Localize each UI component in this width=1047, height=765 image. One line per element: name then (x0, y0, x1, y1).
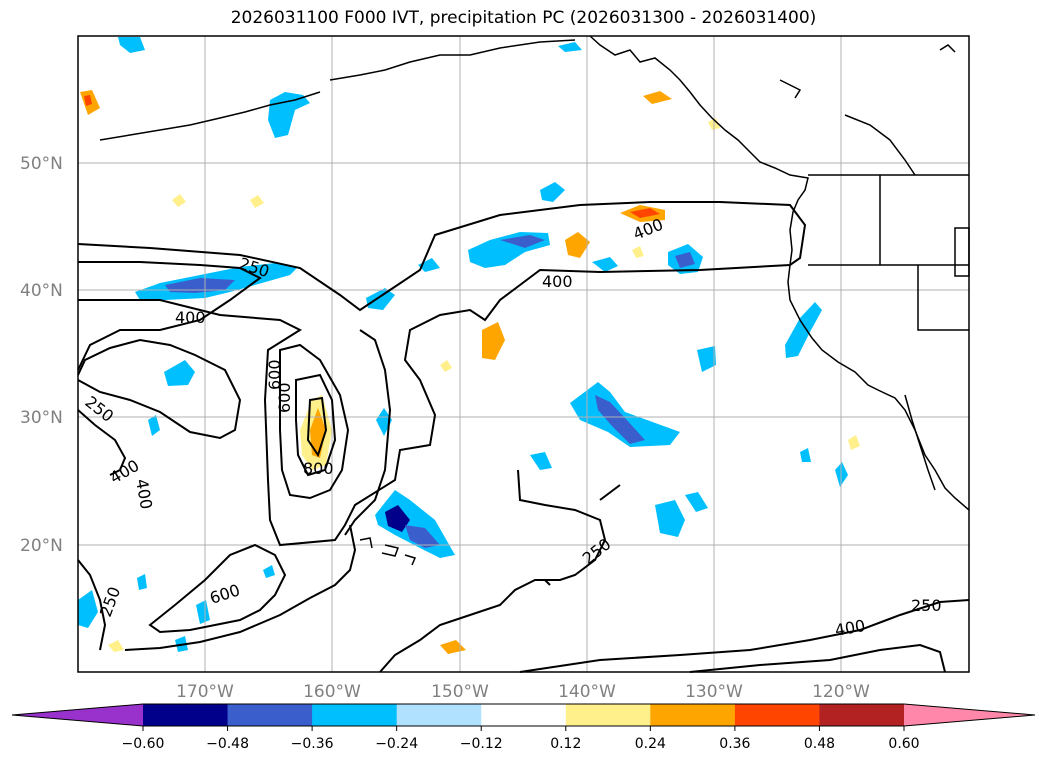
colorbar-segment (819, 704, 905, 726)
precip-blob (630, 208, 660, 218)
lon-label: 120°W (812, 682, 870, 702)
lat-label: 30°N (20, 408, 63, 428)
precip-blob (800, 448, 811, 462)
colorbar-segment (481, 704, 567, 726)
contour-label: 250 (82, 392, 118, 426)
precip-blob (500, 235, 545, 248)
precip-blob (468, 232, 550, 268)
colorbar: −0.60 −0.48 −0.36 −0.24 −0.12 0.12 0.24 0.36 0.4… (11, 703, 1036, 752)
precip-blob (375, 490, 455, 558)
colorbar-segment (143, 704, 229, 726)
colorbar-segment (650, 704, 736, 726)
colorbar-tick-label: −0.60 (122, 736, 165, 752)
colorbar-tick-label: −0.24 (375, 736, 418, 752)
lon-label: 160°W (303, 682, 361, 702)
lat-label: 20°N (20, 536, 63, 556)
precip-blob (78, 590, 98, 628)
contour-label: 800 (303, 459, 334, 478)
lat-label: 50°N (20, 154, 63, 174)
precip-blob (376, 408, 392, 436)
precip-blob (137, 574, 147, 590)
gridlines (78, 36, 969, 672)
contour-label: 250 (911, 596, 942, 615)
precip-blob (164, 360, 195, 386)
precip-blob (268, 92, 310, 138)
precip-blob (643, 91, 672, 104)
colorbar-tick-label: 0.36 (719, 736, 750, 752)
lon-label: 150°W (431, 682, 489, 702)
precip-blob (418, 258, 440, 272)
precip-blob (440, 640, 466, 654)
precip-blob (685, 492, 708, 512)
contour-label: 600 (275, 382, 294, 413)
precip-blob (165, 278, 235, 293)
precip-blob (595, 395, 645, 444)
precip-blob (697, 346, 716, 372)
chart-title: 2026031100 F000 IVT, precipitation PC (2… (230, 8, 817, 28)
lat-label: 40°N (20, 281, 63, 301)
precip-shading (78, 37, 860, 654)
precip-blob (482, 322, 505, 360)
precip-blob (366, 288, 395, 310)
colorbar-extend-high (904, 704, 1035, 726)
ivt-contours (77, 201, 970, 673)
colorbar-segment (734, 704, 820, 726)
contour-label: 400 (542, 272, 573, 291)
colorbar-segment (227, 704, 313, 726)
map-frame (77, 35, 970, 673)
contour-label: 400 (175, 308, 206, 327)
precip-blob (655, 500, 685, 537)
lon-label: 170°W (176, 682, 234, 702)
colorbar-tick-label: −0.48 (206, 736, 249, 752)
contour-label: 250 (579, 534, 615, 568)
contour-label: 400 (132, 477, 156, 510)
precip-blob (196, 600, 210, 624)
lat-labels: 50°N 40°N 30°N 20°N (20, 154, 63, 556)
contour-label: 600 (265, 359, 284, 390)
coastlines (99, 35, 970, 566)
colorbar-extend-low (12, 704, 143, 726)
colorbar-segment (312, 704, 398, 726)
precip-blob (592, 257, 618, 272)
precip-blob (530, 452, 552, 470)
lon-labels: 170°W 160°W 150°W 140°W 130°W 120°W (176, 682, 870, 702)
precip-blob (540, 182, 565, 202)
colorbar-tick-label: 0.60 (888, 736, 919, 752)
precip-blob (148, 415, 160, 436)
precip-blob (84, 95, 92, 106)
precip-blob (440, 360, 452, 372)
precip-blob (848, 435, 860, 450)
lon-label: 130°W (685, 682, 743, 702)
precip-blob (565, 232, 590, 258)
precip-blob (675, 252, 695, 268)
contour-label: 400 (833, 616, 866, 640)
colorbar-tick-label: −0.36 (291, 736, 334, 752)
precip-blob (172, 194, 186, 207)
precip-blob (108, 640, 124, 652)
colorbar-tick-label: 0.24 (635, 736, 666, 752)
colorbar-tick-label: −0.12 (460, 736, 503, 752)
colorbar-tick-label: 0.48 (804, 736, 835, 752)
precip-blob (250, 195, 264, 208)
colorbar-segment (396, 704, 482, 726)
precip-blob (385, 505, 410, 532)
lon-label: 140°W (558, 682, 616, 702)
precip-blob (118, 37, 145, 53)
contour-label: 250 (96, 584, 124, 619)
precip-blob (405, 525, 440, 548)
precip-blob (785, 302, 822, 358)
precip-blob (263, 565, 275, 578)
contour-label: 600 (207, 580, 242, 608)
precip-blob (558, 42, 582, 52)
colorbar-segment (565, 704, 651, 726)
precip-blob (632, 246, 644, 258)
colorbar-tick-label: 0.12 (550, 736, 581, 752)
